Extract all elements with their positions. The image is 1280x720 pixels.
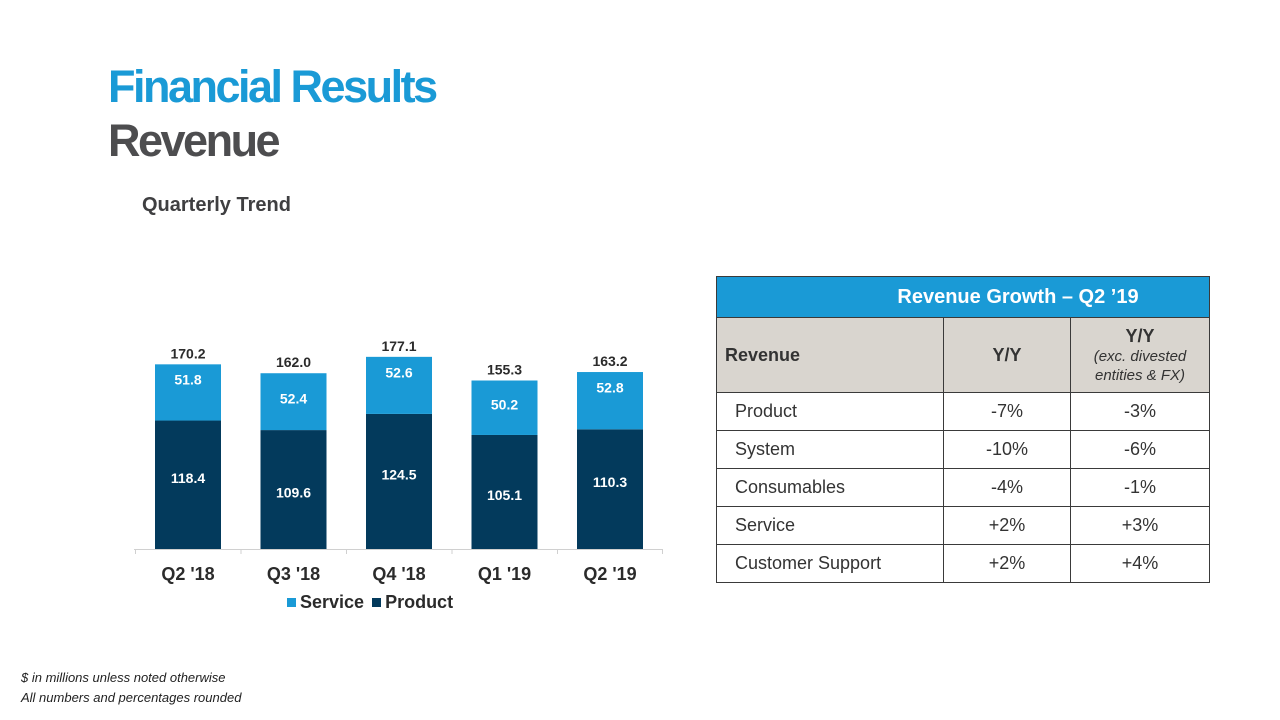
footnote-units: $ in millions unless noted otherwise xyxy=(21,670,226,685)
data-label-product: 124.5 xyxy=(381,466,416,482)
table-row: System -10% -6% xyxy=(716,430,1210,469)
header-yy-exc: Y/Y (exc. divested entities & FX) xyxy=(1070,317,1210,393)
data-label-total: 170.2 xyxy=(170,345,205,361)
footnote-rounding: All numbers and percentages rounded xyxy=(21,690,242,705)
x-tick-label: Q3 '18 xyxy=(267,564,320,584)
bar-service xyxy=(366,356,432,414)
row-yy-exc: +4% xyxy=(1070,544,1210,583)
data-label-product: 105.1 xyxy=(487,487,522,503)
header-revenue: Revenue xyxy=(716,317,944,393)
data-label-service: 52.6 xyxy=(385,364,412,380)
table-header-row: Revenue Y/Y Y/Y (exc. divested entities … xyxy=(716,317,1210,393)
data-label-product: 109.6 xyxy=(276,485,311,501)
bar-service xyxy=(155,364,221,421)
header-yy: Y/Y xyxy=(943,317,1071,393)
row-name: Product xyxy=(716,392,944,431)
data-label-product: 118.4 xyxy=(171,470,205,486)
legend-swatch-product xyxy=(372,598,382,607)
row-name: System xyxy=(716,430,944,469)
header-yy-exc-line3: entities & FX) xyxy=(1094,366,1186,384)
row-yy: -4% xyxy=(943,468,1071,507)
row-yy-exc: -1% xyxy=(1070,468,1210,507)
row-yy-exc: +3% xyxy=(1070,506,1210,545)
page-title: Financial Results xyxy=(108,61,438,112)
header-yy-exc-line1: Y/Y xyxy=(1125,325,1155,346)
legend-item-service: Service xyxy=(287,592,364,613)
row-yy: +2% xyxy=(943,544,1071,583)
row-name: Consumables xyxy=(716,468,944,507)
table-row: Service +2% +3% xyxy=(716,506,1210,545)
bar-product xyxy=(366,413,432,549)
bar-service xyxy=(260,373,327,431)
table-row: Customer Support +2% +4% xyxy=(716,544,1210,583)
row-yy-exc: -3% xyxy=(1070,392,1210,431)
data-label-product: 110.3 xyxy=(593,474,627,490)
revenue-growth-table: Revenue Growth – Q2 ’19 Revenue Y/Y Y/Y … xyxy=(716,276,1210,583)
bar-product xyxy=(577,429,643,549)
legend-swatch-service xyxy=(287,598,296,607)
page-subtitle: Revenue xyxy=(108,115,281,166)
bar-product xyxy=(471,434,538,549)
revenue-bar-chart: 118.4 51.8 170.2 Q2 '18 109.6 52.4 162.0 Q3 '18… xyxy=(134,338,663,584)
row-name: Service xyxy=(716,506,944,545)
data-label-service: 50.2 xyxy=(491,397,518,413)
x-tick-label: Q2 '19 xyxy=(583,564,636,584)
x-tick-label: Q4 '18 xyxy=(372,564,425,584)
row-yy: -10% xyxy=(943,430,1071,469)
x-tick-label: Q2 '18 xyxy=(161,564,214,584)
legend-label-service: Service xyxy=(300,592,365,612)
x-tick-label: Q1 '19 xyxy=(478,564,531,584)
row-name: Customer Support xyxy=(716,544,944,583)
bar-service xyxy=(577,372,643,430)
table-title: Revenue Growth – Q2 ’19 xyxy=(716,276,1210,318)
legend-label-product: Product xyxy=(385,592,454,612)
legend-item-product: Product xyxy=(372,592,453,613)
row-yy: -7% xyxy=(943,392,1071,431)
data-label-total: 155.3 xyxy=(487,361,522,377)
data-label-total: 177.1 xyxy=(381,338,416,354)
table-row: Consumables -4% -1% xyxy=(716,468,1210,507)
header-yy-exc-line2: (exc. divested xyxy=(1093,347,1187,365)
data-label-service: 52.8 xyxy=(596,380,623,396)
data-label-total: 162.0 xyxy=(276,354,311,370)
bar-product xyxy=(155,420,221,549)
bar-product xyxy=(260,430,327,549)
row-yy: +2% xyxy=(943,506,1071,545)
row-yy-exc: -6% xyxy=(1070,430,1210,469)
chart-legend: Service Product xyxy=(287,592,461,613)
chart-title: Quarterly Trend xyxy=(142,194,291,216)
data-label-service: 52.4 xyxy=(280,391,307,407)
table-row: Product -7% -3% xyxy=(716,392,1210,431)
data-label-service: 51.8 xyxy=(174,371,201,387)
data-label-total: 163.2 xyxy=(592,353,627,369)
bar-service xyxy=(471,380,538,435)
